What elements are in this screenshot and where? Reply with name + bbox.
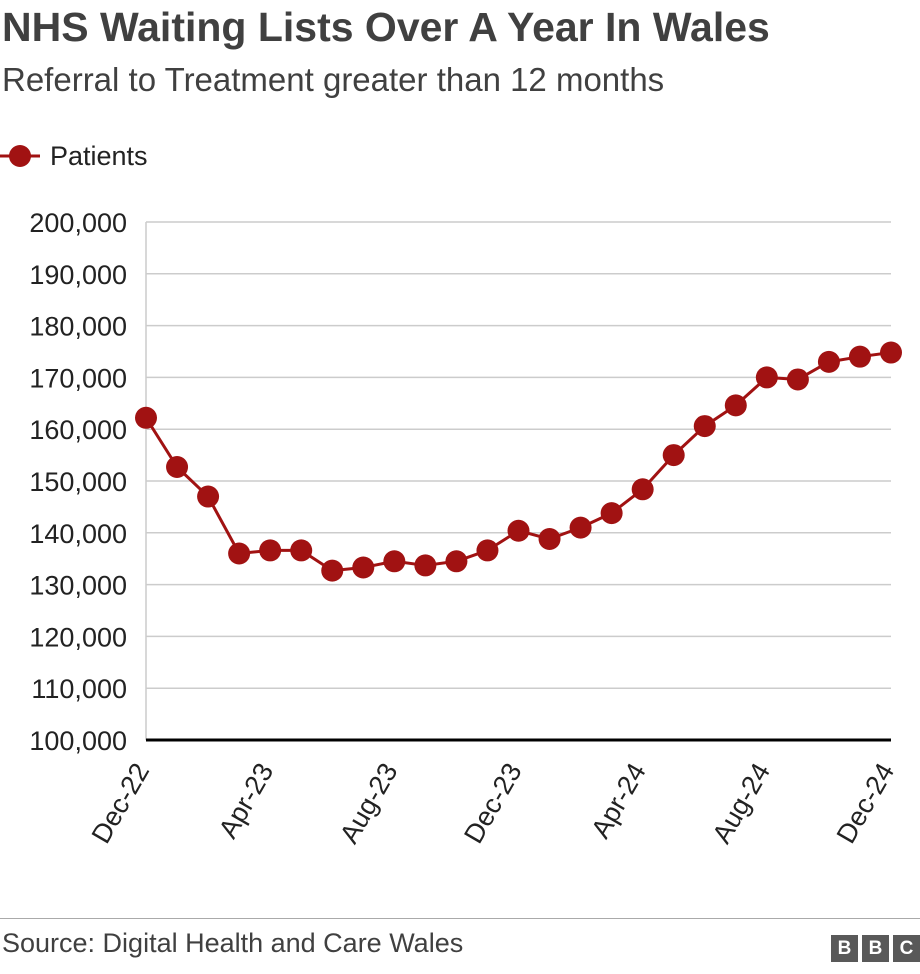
y-tick-label: 120,000 bbox=[29, 622, 127, 652]
y-tick-label: 140,000 bbox=[29, 519, 127, 549]
data-point bbox=[755, 366, 778, 389]
y-tick-label: 180,000 bbox=[29, 312, 127, 342]
y-tick-label: 190,000 bbox=[29, 260, 127, 290]
gridlines bbox=[146, 221, 891, 689]
data-point bbox=[290, 539, 313, 562]
legend: Patients bbox=[0, 136, 148, 176]
legend-marker-icon bbox=[0, 145, 40, 167]
y-tick-label: 160,000 bbox=[29, 415, 127, 445]
logo-letter: B bbox=[831, 935, 858, 962]
y-axis-tick-labels: 100,000 110,000 120,000 130,000 140,000 150,0… bbox=[29, 208, 127, 756]
data-point bbox=[228, 542, 251, 565]
data-point bbox=[197, 485, 220, 508]
axes bbox=[145, 222, 891, 742]
data-point bbox=[538, 528, 561, 551]
x-tick-label: Aug-23 bbox=[334, 758, 404, 848]
data-point bbox=[166, 456, 189, 479]
data-point bbox=[259, 539, 282, 562]
data-point bbox=[569, 516, 592, 539]
footer-divider bbox=[0, 918, 920, 919]
data-point bbox=[352, 556, 375, 579]
chart-title: NHS Waiting Lists Over A Year In Wales bbox=[2, 4, 770, 50]
source-note: Source: Digital Health and Care Wales bbox=[2, 928, 464, 958]
logo-letter: B bbox=[862, 935, 889, 962]
data-point bbox=[600, 502, 623, 525]
data-point bbox=[631, 478, 654, 501]
data-point bbox=[817, 350, 840, 373]
data-point bbox=[507, 519, 530, 542]
logo-letter: C bbox=[893, 935, 920, 962]
data-point bbox=[135, 406, 157, 429]
data-point bbox=[724, 394, 747, 417]
y-tick-label: 200,000 bbox=[29, 208, 127, 238]
data-point bbox=[414, 554, 437, 577]
x-tick-label: Apr-24 bbox=[585, 758, 652, 843]
data-point bbox=[321, 559, 344, 582]
bbc-logo: B B C bbox=[831, 935, 920, 962]
y-tick-label: 130,000 bbox=[29, 571, 127, 601]
x-axis-tick-labels: Dec-22 Apr-23 Aug-23 Dec-23 Apr-24 Aug-24 Dec-… bbox=[86, 758, 901, 848]
chart-subtitle: Referral to Treatment greater than 12 mo… bbox=[2, 61, 665, 98]
x-tick-label: Aug-24 bbox=[707, 758, 777, 848]
data-point bbox=[445, 550, 468, 573]
data-point bbox=[880, 341, 902, 364]
y-tick-label: 110,000 bbox=[31, 674, 127, 704]
x-tick-label: Dec-22 bbox=[86, 758, 156, 848]
data-point bbox=[476, 539, 499, 562]
line-chart: 100,000 110,000 120,000 130,000 140,000 150,0… bbox=[29, 208, 902, 848]
y-tick-label: 100,000 bbox=[29, 726, 127, 756]
x-tick-label: Dec-23 bbox=[458, 758, 528, 848]
data-point bbox=[383, 550, 406, 573]
data-point bbox=[693, 415, 716, 438]
series-patients bbox=[135, 341, 902, 582]
data-point bbox=[786, 368, 809, 391]
x-tick-label: Apr-23 bbox=[213, 758, 280, 843]
legend-label-patients: Patients bbox=[50, 140, 148, 171]
data-point bbox=[662, 444, 685, 467]
y-tick-label: 170,000 bbox=[29, 363, 127, 393]
x-tick-label: Dec-24 bbox=[831, 758, 901, 848]
y-tick-label: 150,000 bbox=[29, 467, 127, 497]
data-point bbox=[848, 345, 871, 368]
